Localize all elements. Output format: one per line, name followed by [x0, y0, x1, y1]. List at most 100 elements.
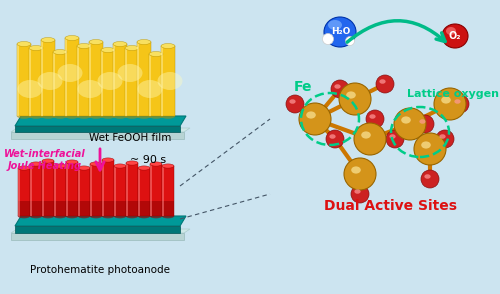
Ellipse shape — [326, 130, 344, 148]
Ellipse shape — [113, 113, 127, 118]
Ellipse shape — [328, 20, 342, 30]
Ellipse shape — [58, 64, 82, 82]
Ellipse shape — [149, 113, 163, 118]
Ellipse shape — [434, 88, 466, 120]
Polygon shape — [149, 54, 151, 116]
Ellipse shape — [150, 162, 162, 166]
Text: O₂: O₂ — [449, 31, 461, 41]
Ellipse shape — [66, 214, 78, 218]
Ellipse shape — [29, 113, 43, 118]
Polygon shape — [150, 164, 152, 216]
Polygon shape — [65, 38, 67, 116]
Ellipse shape — [346, 36, 354, 46]
Ellipse shape — [394, 108, 426, 140]
Ellipse shape — [442, 24, 468, 48]
Polygon shape — [65, 38, 79, 116]
Ellipse shape — [162, 164, 174, 168]
Polygon shape — [161, 46, 163, 116]
Ellipse shape — [98, 72, 122, 90]
Ellipse shape — [101, 48, 115, 52]
Ellipse shape — [17, 113, 31, 118]
Polygon shape — [150, 201, 162, 216]
Ellipse shape — [101, 113, 115, 118]
Ellipse shape — [42, 159, 54, 163]
Polygon shape — [90, 164, 92, 216]
Polygon shape — [78, 168, 80, 216]
Polygon shape — [125, 48, 139, 116]
Polygon shape — [29, 48, 31, 116]
Text: Fe: Fe — [294, 80, 312, 94]
Polygon shape — [162, 166, 164, 216]
Ellipse shape — [18, 214, 30, 218]
Ellipse shape — [414, 133, 446, 165]
Text: Lattice oxygen: Lattice oxygen — [407, 89, 499, 99]
Ellipse shape — [351, 166, 361, 173]
Ellipse shape — [424, 174, 430, 179]
Ellipse shape — [331, 80, 349, 98]
Polygon shape — [54, 201, 66, 216]
Ellipse shape — [118, 64, 142, 82]
Polygon shape — [161, 46, 175, 116]
Ellipse shape — [54, 214, 66, 218]
Polygon shape — [126, 163, 128, 216]
Polygon shape — [18, 201, 30, 216]
Text: H₂O: H₂O — [332, 26, 350, 36]
Ellipse shape — [53, 50, 67, 54]
Polygon shape — [90, 164, 102, 216]
Ellipse shape — [137, 113, 151, 118]
Polygon shape — [54, 166, 66, 216]
Ellipse shape — [38, 72, 62, 90]
Polygon shape — [42, 161, 44, 216]
Ellipse shape — [102, 158, 114, 162]
Polygon shape — [66, 201, 78, 216]
Ellipse shape — [366, 110, 384, 128]
Ellipse shape — [30, 162, 42, 166]
Ellipse shape — [376, 75, 394, 93]
Text: ~ 90 s: ~ 90 s — [130, 155, 166, 165]
Polygon shape — [17, 44, 19, 116]
Ellipse shape — [451, 95, 469, 113]
Polygon shape — [42, 201, 54, 216]
Text: Wet-interfacial
Joule Heating: Wet-interfacial Joule Heating — [4, 149, 86, 171]
Ellipse shape — [380, 79, 386, 84]
Polygon shape — [11, 233, 184, 240]
Ellipse shape — [441, 96, 451, 103]
Polygon shape — [41, 40, 55, 116]
Ellipse shape — [18, 166, 30, 170]
Ellipse shape — [30, 214, 42, 218]
Ellipse shape — [361, 131, 371, 138]
Ellipse shape — [421, 141, 431, 148]
Ellipse shape — [161, 113, 175, 118]
Polygon shape — [150, 164, 162, 216]
Ellipse shape — [78, 80, 102, 98]
Ellipse shape — [286, 95, 304, 113]
Ellipse shape — [344, 158, 376, 190]
Polygon shape — [77, 46, 91, 116]
Ellipse shape — [113, 41, 127, 46]
Polygon shape — [18, 168, 20, 216]
Polygon shape — [17, 44, 31, 116]
Ellipse shape — [440, 134, 446, 139]
Polygon shape — [54, 166, 56, 216]
Ellipse shape — [114, 214, 126, 218]
Ellipse shape — [125, 46, 139, 51]
Ellipse shape — [53, 113, 67, 118]
Ellipse shape — [77, 113, 91, 118]
Polygon shape — [66, 162, 78, 216]
Polygon shape — [78, 201, 90, 216]
Polygon shape — [11, 229, 190, 233]
Ellipse shape — [54, 164, 66, 168]
Ellipse shape — [126, 161, 138, 165]
Polygon shape — [89, 42, 91, 116]
Polygon shape — [137, 42, 139, 116]
Ellipse shape — [126, 214, 138, 218]
Polygon shape — [101, 50, 115, 116]
Ellipse shape — [77, 44, 91, 49]
Ellipse shape — [416, 115, 434, 133]
Polygon shape — [138, 168, 140, 216]
Ellipse shape — [370, 114, 376, 119]
Ellipse shape — [18, 80, 42, 98]
Ellipse shape — [386, 130, 404, 148]
Polygon shape — [77, 46, 79, 116]
Polygon shape — [137, 42, 151, 116]
